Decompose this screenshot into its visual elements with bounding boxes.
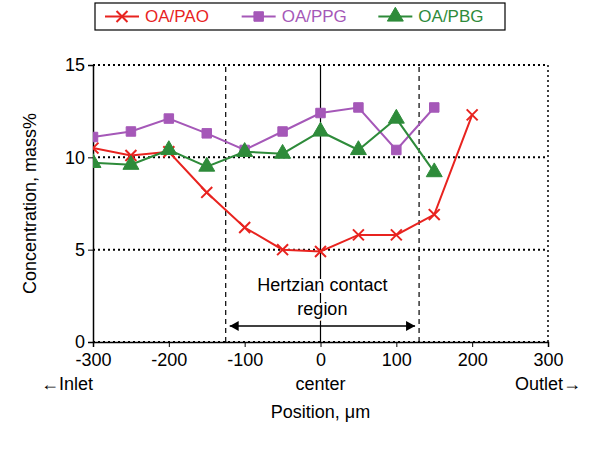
x-tick-mark (396, 342, 397, 347)
legend-box (95, 3, 505, 30)
x-axis-title: Position, μm (271, 402, 370, 422)
y-tick: 5 (75, 240, 93, 260)
series-marker (278, 127, 287, 136)
series-marker (164, 114, 173, 123)
series-marker (93, 154, 101, 168)
series-marker (429, 209, 440, 220)
series-marker (430, 103, 439, 112)
x-sublabel: center (295, 374, 345, 394)
series-marker (239, 222, 250, 233)
x-tick: -100 (227, 342, 263, 370)
y-tick-label: 5 (75, 240, 85, 260)
arrow-shaft (230, 325, 415, 327)
legend-label: OA/PBG (418, 7, 483, 26)
legend-marker (254, 12, 263, 21)
x-tick: 300 (533, 342, 563, 370)
series-marker (161, 141, 177, 155)
series-marker (275, 144, 291, 158)
x-tick: 0 (316, 342, 326, 370)
region-arrow (230, 321, 415, 331)
series-marker (467, 109, 478, 120)
x-tick: -300 (75, 342, 111, 370)
y-axis-line (88, 66, 94, 343)
series-marker (93, 143, 98, 154)
series-marker (126, 127, 135, 136)
series-marker (123, 156, 139, 170)
y-axis: 051015 (65, 55, 94, 352)
x-axis-line (94, 343, 549, 348)
y-tick-mark (88, 157, 93, 158)
x-tick-label: -200 (151, 350, 187, 370)
x-sublabel: ←Inlet (41, 374, 93, 394)
series-marker (392, 145, 401, 154)
y-tick-mark (88, 65, 93, 66)
x-tick-mark (245, 342, 246, 347)
series-marker (391, 229, 402, 240)
series-marker (316, 108, 325, 117)
arrow-head (406, 321, 415, 331)
x-tick-label: -100 (227, 350, 263, 370)
annotation: Hertzian contact (257, 275, 387, 295)
x-tick-label: 200 (458, 350, 488, 370)
arrow-head (230, 321, 239, 331)
x-tick: 100 (382, 342, 412, 370)
series-marker (202, 129, 211, 138)
chart: 0 5 10 15 -300 -200 -100 0 100 200 300 ←Inlet center… (0, 0, 600, 450)
series-marker (354, 103, 363, 112)
x-tick-mark (472, 342, 473, 347)
legend-label: OA/PPG (282, 7, 347, 26)
x-tick: -200 (151, 342, 187, 370)
legend-marker (387, 7, 403, 21)
y-axis-title: Concentration, mass% (20, 113, 40, 294)
x-tick-label: -300 (75, 350, 111, 370)
grid (93, 65, 548, 342)
series-marker (350, 141, 366, 155)
legend: OA/PAO OA/PPG OA/PBG (95, 3, 505, 30)
legend-label: OA/PAO (145, 7, 209, 26)
series-line (93, 115, 472, 252)
legend-marker (117, 11, 128, 22)
series-marker (426, 163, 442, 177)
region-line (418, 65, 419, 342)
series-marker (353, 229, 364, 240)
series-line (93, 119, 434, 173)
y-tick-mark (88, 342, 93, 343)
x-tick-label: 100 (382, 350, 412, 370)
series-marker (313, 122, 329, 136)
series-marker (315, 246, 326, 257)
series-marker (388, 109, 404, 123)
x-tick-mark (169, 342, 170, 347)
series-marker (237, 143, 253, 157)
x-tick: 200 (458, 342, 488, 370)
y-tick-label: 15 (65, 55, 85, 75)
x-tick-label: 0 (316, 350, 326, 370)
annotation: region (297, 299, 347, 319)
series-marker (93, 132, 98, 141)
x-tick-mark (93, 342, 94, 347)
x-tick-mark (321, 342, 322, 347)
y-tick: 15 (65, 55, 93, 75)
series-marker (201, 187, 212, 198)
region-line (225, 65, 226, 342)
y-tick-label: 10 (65, 148, 85, 168)
x-axis: -300 -200 -100 0 100 200 300 (75, 342, 563, 370)
series-marker (199, 157, 215, 171)
series-marker (277, 244, 288, 255)
y-tick-mark (88, 250, 93, 251)
plot-area (93, 103, 478, 257)
y-tick: 10 (65, 148, 93, 168)
x-tick-mark (548, 342, 549, 347)
x-tick-label: 300 (533, 350, 563, 370)
frame-right (547, 65, 549, 342)
x-sublabel: Outlet→ (515, 374, 581, 394)
